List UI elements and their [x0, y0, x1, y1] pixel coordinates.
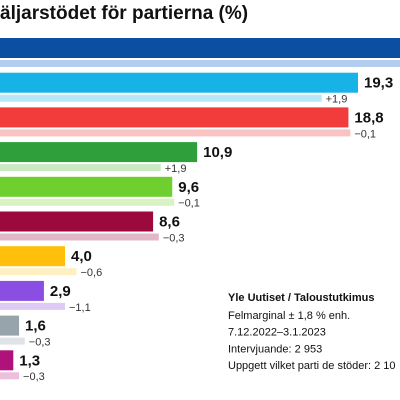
previous-bar — [0, 268, 77, 276]
previous-bar — [0, 233, 159, 241]
change-label: −0,1 — [178, 198, 200, 210]
source-title: Yle Uutiset / Taloustutkimus — [228, 292, 375, 304]
change-label: −0,3 — [23, 371, 45, 383]
previous-bar — [0, 60, 400, 67]
value-label: 1,3 — [19, 352, 40, 369]
change-label: −1,1 — [69, 302, 91, 314]
value-label: 1,6 — [25, 318, 46, 335]
change-label: −0,3 — [29, 337, 51, 349]
change-label: +1,9 — [326, 94, 348, 106]
bar — [0, 350, 14, 371]
value-label: 4,0 — [71, 248, 92, 265]
source-line: Uppgett vilket parti de stöder: 2 10 — [228, 360, 396, 372]
source-line: Intervjuande: 2 953 — [228, 343, 322, 355]
previous-bar — [0, 198, 175, 206]
previous-bar — [0, 372, 20, 380]
change-label: −0,3 — [163, 232, 185, 244]
value-label: 2,9 — [50, 283, 71, 300]
change-label: −0,1 — [354, 128, 376, 140]
value-label: 8,6 — [159, 213, 180, 230]
bar — [0, 72, 358, 93]
bar — [0, 246, 65, 267]
bar — [0, 211, 154, 232]
previous-bar — [0, 129, 351, 137]
source-line: 7.12.2022–3.1.2023 — [228, 327, 326, 339]
value-label: 9,6 — [178, 179, 199, 196]
source-line: Felmarginal ± 1,8 % enh. — [228, 310, 350, 322]
previous-bar — [0, 164, 161, 172]
previous-bar — [0, 302, 65, 310]
change-label: −0,6 — [80, 267, 102, 279]
previous-bar — [0, 337, 25, 345]
value-label: 10,9 — [203, 144, 232, 161]
chart-title: äljarstödet för partierna (%) — [0, 3, 248, 24]
change-label: +1,9 — [165, 163, 187, 175]
bar — [0, 107, 349, 128]
bar — [0, 315, 20, 336]
value-label: 19,3 — [364, 75, 393, 92]
bar — [0, 280, 44, 301]
value-label: 18,8 — [354, 109, 383, 126]
previous-bar — [0, 94, 322, 102]
bar — [0, 38, 400, 58]
bar — [0, 176, 173, 197]
bar — [0, 142, 198, 163]
